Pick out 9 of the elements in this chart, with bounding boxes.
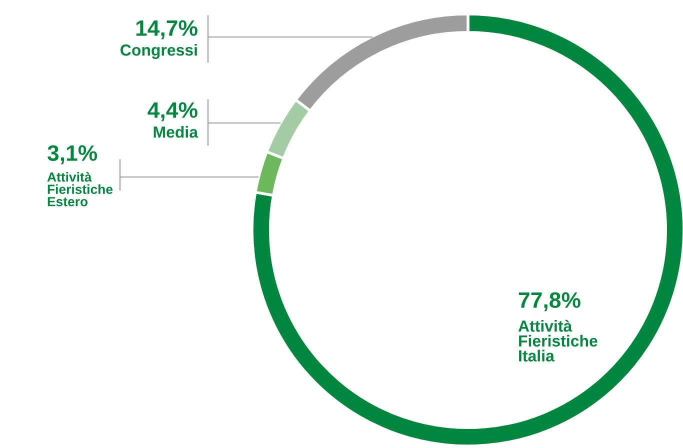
data-label: 77,8%	[518, 292, 580, 312]
data-label: 3,1%	[48, 145, 98, 164]
data-label: 14,7%	[136, 20, 198, 40]
slice-label: Congressi	[120, 44, 197, 59]
slice-label: Media	[154, 126, 198, 138]
donut-slice	[250, 12, 683, 448]
slice-label: Attività Fieristiche Italia	[518, 320, 598, 362]
slice-label: Attività Fieristiche Estero	[47, 172, 113, 206]
data-label: 4,4%	[148, 102, 198, 122]
